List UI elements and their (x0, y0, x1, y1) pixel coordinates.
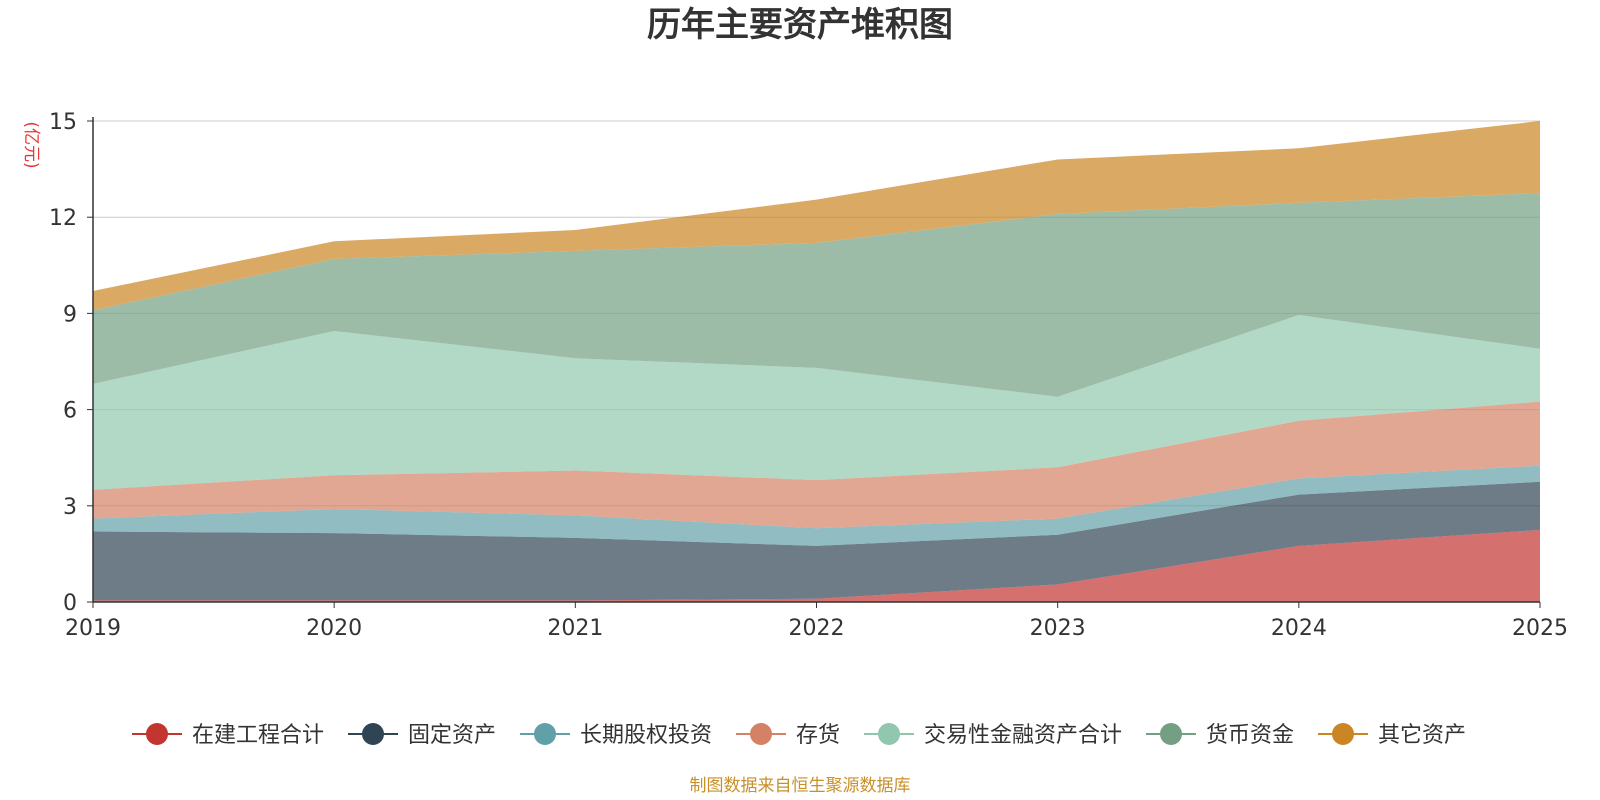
area-series-2 (93, 481, 1540, 601)
legend-label: 存货 (796, 723, 840, 748)
legend-item-5[interactable]: 交易性金融资产合计 (864, 723, 1122, 748)
y-tick-label: 6 (63, 399, 77, 424)
x-tick-label: 2020 (306, 616, 362, 641)
legend-marker (362, 723, 384, 745)
legend-label: 其它资产 (1378, 723, 1466, 748)
y-tick-label: 15 (49, 110, 77, 135)
legend-item-4[interactable]: 存货 (736, 723, 840, 748)
y-tick-label: 3 (63, 495, 77, 520)
y-tick-label: 0 (63, 591, 77, 616)
x-tick-label: 2025 (1512, 616, 1568, 641)
legend-marker (146, 723, 168, 745)
legend-item-7[interactable]: 其它资产 (1318, 723, 1466, 748)
area-series-6 (93, 193, 1540, 397)
y-tick-label: 12 (49, 206, 77, 231)
legend[interactable]: 在建工程合计 固定资产 长期股权投资 存货 交易性金融资产合计 货币资金 其它资产 (132, 723, 1466, 748)
legend-item-6[interactable]: 货币资金 (1146, 723, 1294, 748)
area-series-group (93, 121, 1540, 602)
x-tick-label: 2022 (789, 616, 845, 641)
area-series-3 (93, 465, 1540, 546)
axes: 0 3 6 9 12 15 2019 2020 2021 2022 2023 2024 2025 (49, 110, 1568, 641)
legend-label: 长期股权投资 (580, 723, 712, 748)
legend-label: 固定资产 (408, 723, 496, 748)
x-tick-label: 2024 (1271, 616, 1327, 641)
legend-label: 货币资金 (1206, 723, 1294, 748)
legend-marker (878, 723, 900, 745)
x-tick-label: 2019 (65, 616, 121, 641)
area-series-1 (93, 529, 1540, 602)
legend-item-2[interactable]: 固定资产 (348, 723, 496, 748)
legend-marker (1160, 723, 1182, 745)
data-source-note: 制图数据来自恒生聚源数据库 (690, 776, 911, 796)
x-tick-label: 2023 (1030, 616, 1086, 641)
y-tick-label: 9 (63, 302, 77, 327)
legend-marker (750, 723, 772, 745)
legend-label: 在建工程合计 (192, 723, 324, 748)
legend-item-3[interactable]: 长期股权投资 (520, 723, 712, 748)
area-series-5 (93, 315, 1540, 490)
legend-marker (1332, 723, 1354, 745)
legend-marker (534, 723, 556, 745)
y-axis-unit-label: (亿元) (21, 121, 41, 168)
legend-item-1[interactable]: 在建工程合计 (132, 723, 324, 748)
area-series-4 (93, 401, 1540, 529)
legend-label: 交易性金融资产合计 (924, 723, 1122, 748)
chart-title: 历年主要资产堆积图 (647, 5, 953, 45)
area-series-7 (93, 121, 1540, 311)
x-tick-label: 2021 (547, 616, 603, 641)
